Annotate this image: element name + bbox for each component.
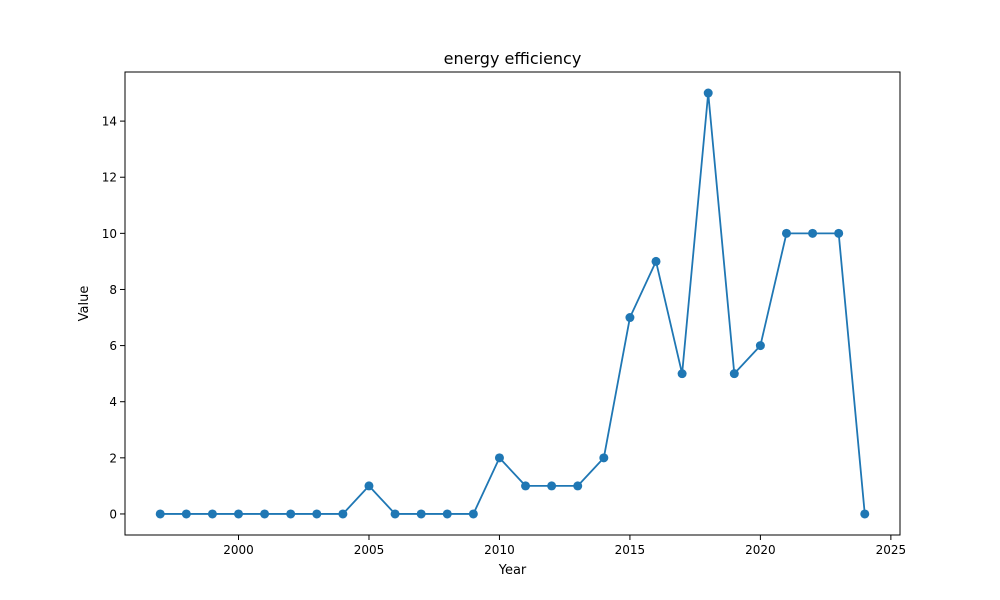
data-point: [521, 481, 531, 491]
data-point: [625, 313, 635, 323]
data-point: [207, 509, 217, 519]
x-tick-label: 2020: [745, 543, 776, 557]
data-point: [755, 341, 765, 351]
data-point: [416, 509, 426, 519]
data-point: [860, 509, 870, 519]
chart-title: energy efficiency: [444, 49, 582, 68]
data-point: [442, 509, 452, 519]
x-tick-label: 2025: [876, 543, 907, 557]
plot-frame: [124, 71, 901, 536]
data-point: [677, 369, 687, 379]
y-tick-label: 14: [102, 115, 117, 129]
y-tick-label: 8: [109, 283, 117, 297]
data-point: [547, 481, 557, 491]
data-point: [312, 509, 322, 519]
y-tick-label: 12: [102, 171, 117, 185]
y-axis-label: Value: [77, 286, 92, 322]
x-tick-label: 2015: [615, 543, 646, 557]
y-tick-label: 10: [102, 227, 117, 241]
x-tick-label: 2010: [484, 543, 515, 557]
series-line: [160, 92, 866, 515]
data-point: [651, 256, 661, 266]
data-point: [834, 228, 844, 238]
data-point: [703, 88, 713, 98]
data-point: [599, 453, 609, 463]
data-point: [808, 228, 818, 238]
data-point: [729, 369, 739, 379]
data-point: [390, 509, 400, 519]
plot-area: 2000 2005 2010 2015 2020 2025 0 2 4 6 8 10 12 14: [102, 88, 907, 557]
y-tick-label: 6: [109, 339, 117, 353]
x-tick-label: 2005: [354, 543, 385, 557]
data-point: [155, 509, 165, 519]
y-tick-label: 0: [109, 507, 117, 521]
data-point: [286, 509, 296, 519]
data-point: [494, 453, 504, 463]
data-point: [234, 509, 244, 519]
y-tick-label: 2: [109, 451, 117, 465]
data-point: [781, 228, 791, 238]
data-point: [260, 509, 270, 519]
data-point: [468, 509, 478, 519]
data-point: [181, 509, 191, 519]
x-tick-label: 2000: [223, 543, 254, 557]
data-point: [338, 509, 348, 519]
y-tick-label: 4: [109, 395, 117, 409]
data-point: [364, 481, 374, 491]
x-axis-label: Year: [498, 563, 527, 578]
data-point: [573, 481, 583, 491]
